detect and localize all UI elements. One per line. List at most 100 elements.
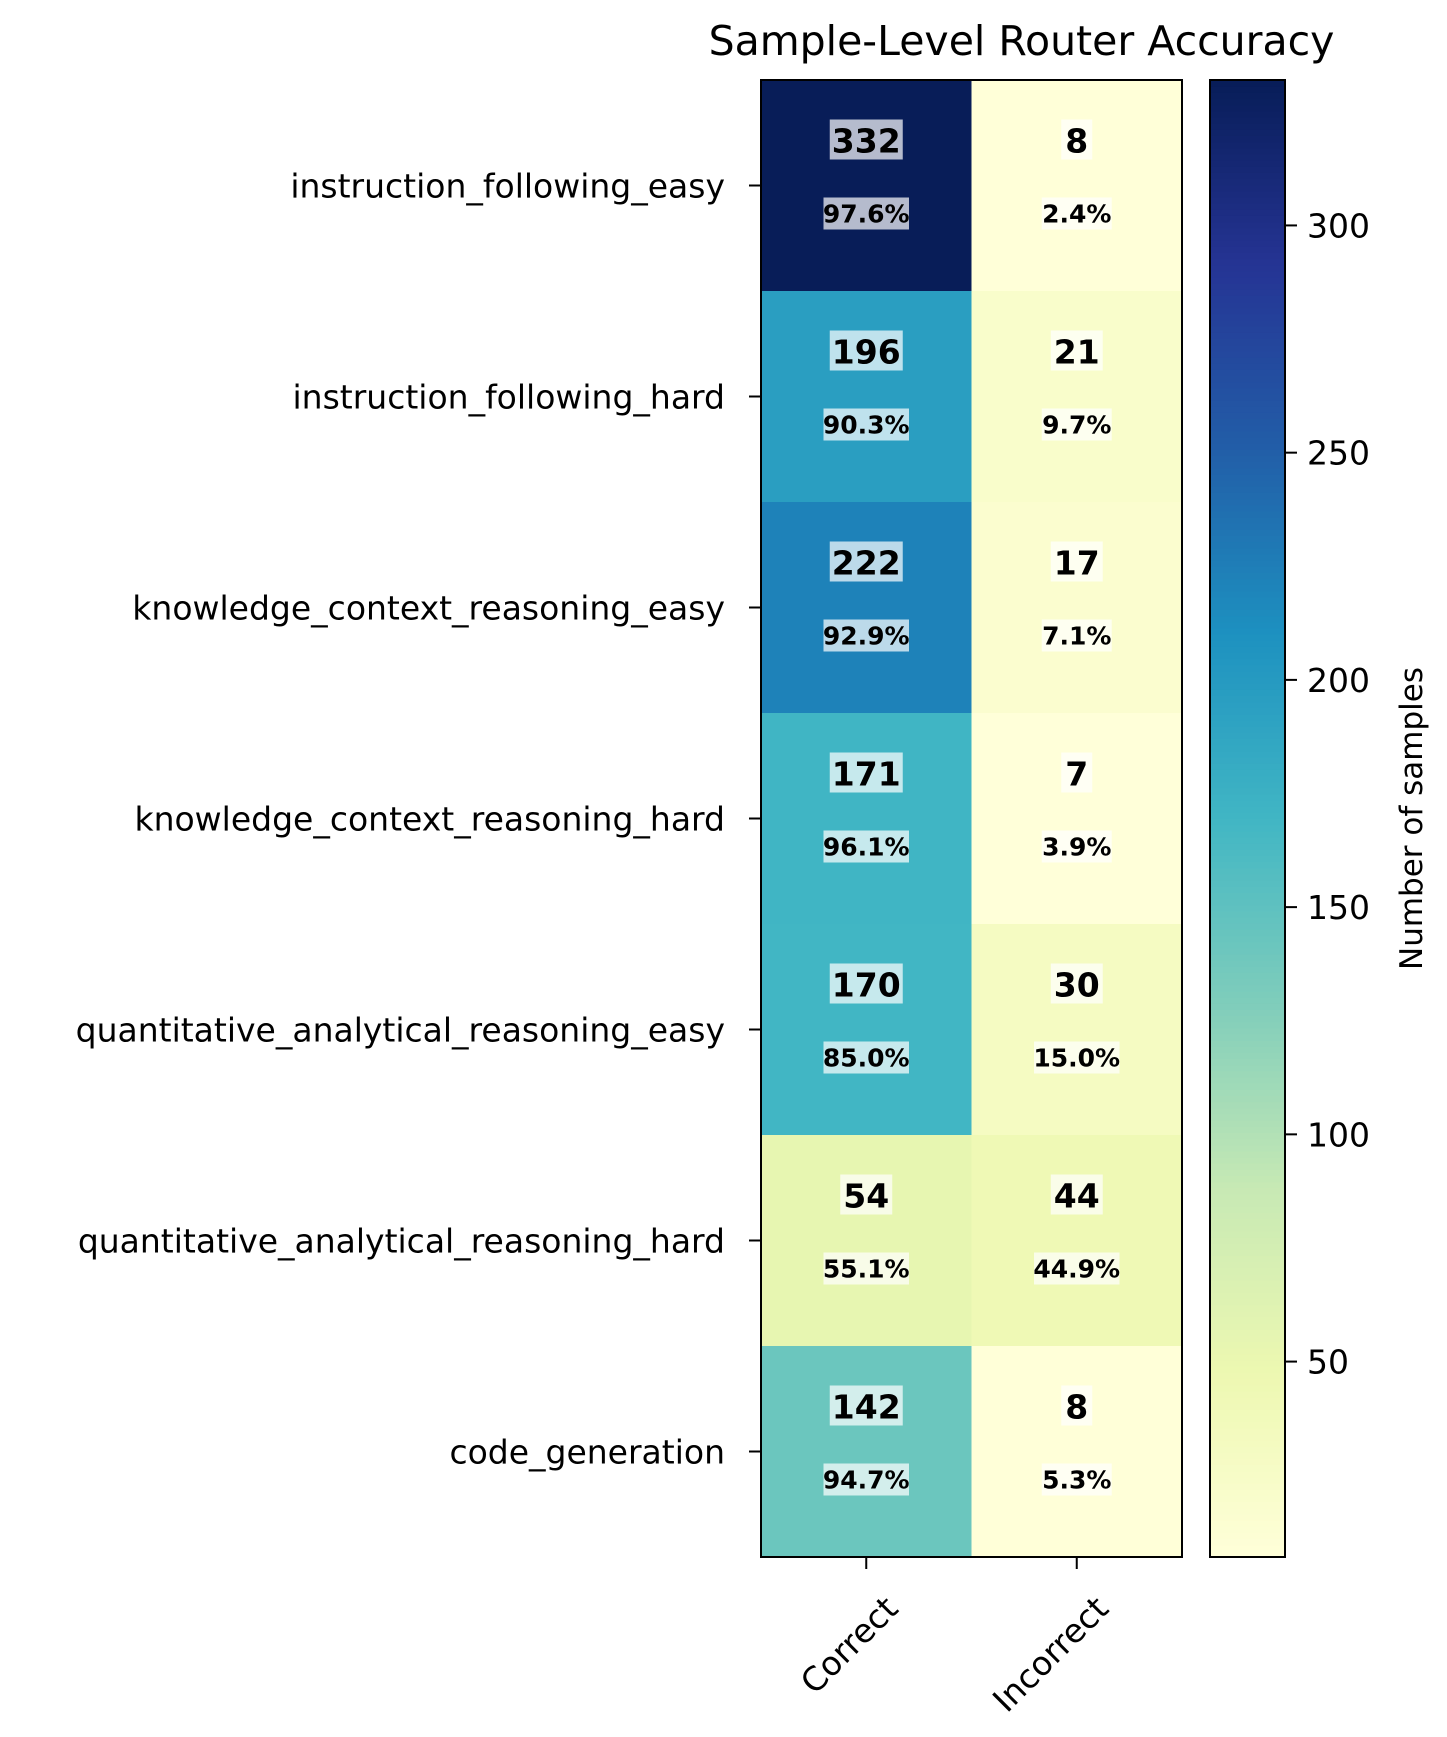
percent-label-box [1041,619,1112,652]
colorbar-segment [1210,947,1285,955]
colorbar-segment [1210,1267,1285,1275]
colorbar-segment [1210,289,1285,296]
colorbar-segment [1210,1027,1285,1035]
colorbar-segment [1210,1476,1285,1484]
percent-label-box [823,197,909,230]
colorbar-segment [1210,1193,1285,1201]
colorbar-segment [1210,1310,1285,1318]
colorbar-segment [1210,1427,1285,1435]
colorbar-segment [1210,350,1285,358]
colorbar-segment [1210,467,1285,475]
colorbar-segment [1210,178,1285,186]
heatmap-cell [971,80,1183,292]
colorbar-segment [1210,1033,1285,1041]
colorbar-segment [1210,621,1285,629]
colorbar-segment [1210,701,1285,709]
cell-count-label: 332 [832,122,901,161]
colorbar-segment [1210,375,1285,383]
colorbar-segment [1210,523,1285,530]
colorbar-segment [1210,535,1285,543]
colorbar-segment [1210,1495,1285,1503]
cell-count-label: 54 [843,1177,889,1216]
colorbar-segment [1210,763,1285,770]
colorbar-segment [1210,1470,1285,1478]
colorbar-segment [1210,812,1285,820]
colorbar-segment [1210,498,1285,506]
colorbar-segment [1210,1163,1285,1170]
colorbar-segment [1210,1138,1285,1146]
colorbar-segment [1210,252,1285,260]
colorbar-segment [1210,129,1285,136]
colorbar-segment [1210,572,1285,580]
count-label-box [1061,1385,1093,1426]
colorbar-segment [1210,1064,1285,1072]
count-label-box [829,1385,903,1426]
cell-count-label: 21 [1054,333,1100,372]
colorbar-segment [1210,1212,1285,1220]
colorbar-segment [1210,541,1285,549]
heatmap-cell [761,1346,972,1558]
colorbar-segment [1210,1070,1285,1078]
colorbar-segment [1210,787,1285,795]
count-label-box [829,963,903,1004]
heatmap-cell [761,924,972,1136]
colorbar-segment [1210,1286,1285,1293]
percent-label-box [823,1041,909,1074]
colorbar-segment [1210,516,1285,524]
colorbar-segment [1210,830,1285,838]
colorbar-segment [1210,664,1285,672]
colorbar-segment [1210,683,1285,690]
colorbar-segment [1210,652,1285,660]
y-tick-label: quantitative_analytical_reasoning_hard [78,1222,725,1261]
colorbar-segment [1210,972,1285,980]
colorbar-segment [1210,480,1285,487]
colorbar-segment [1210,935,1285,943]
colorbar-segment [1210,658,1285,666]
colorbar-segment [1210,627,1285,635]
colorbar-segment [1210,233,1285,241]
cell-annotations: 332 97.6% 8 2.4% 196 90.3% 21 9.7% 222 92.9% 17 7.1… [823,119,1120,1496]
colorbar-segment [1210,1347,1285,1355]
colorbar-tick-label: 250 [1307,434,1370,473]
colorbar-segment [1210,738,1285,746]
cell-percent-label: 55.1% [823,1255,910,1284]
cell-count-label: 7 [1065,755,1088,794]
colorbar-segment [1210,910,1285,918]
colorbar-tick-label: 150 [1307,888,1370,927]
colorbar-segment [1210,560,1285,567]
colorbar-segment [1210,873,1285,881]
colorbar-segment [1210,1126,1285,1133]
colorbar-segment [1210,1421,1285,1429]
percent-label-box [1034,1041,1120,1074]
colorbar-segment [1210,892,1285,900]
colorbar-segment [1210,313,1285,321]
colorbar-segment [1210,1483,1285,1490]
heatmap-cell [761,713,972,925]
colorbar-segment [1210,1261,1285,1269]
count-label-box [1050,330,1103,371]
colorbar-segment [1210,246,1285,253]
colorbar-segment [1210,886,1285,893]
colorbar-segment [1210,190,1285,198]
colorbar-segment [1210,793,1285,801]
cell-percent-label: 9.7% [1042,411,1111,440]
colorbar-segment [1210,1089,1285,1097]
colorbar-segment [1210,104,1285,112]
colorbar-segment [1210,1544,1285,1552]
chart-title: Sample-Level Router Accuracy [709,17,1335,65]
heatmap-axes: instruction_following_easy instruction_fo… [76,79,1183,1720]
colorbar-segment [1210,215,1285,223]
y-tick-label: code_generation [449,1433,725,1472]
colorbar-segment [1210,1440,1285,1447]
percent-label-box [1041,830,1112,863]
colorbar-segment [1210,1550,1285,1558]
colorbar-segment [1210,978,1285,986]
cell-count-label: 17 [1054,544,1100,583]
colorbar-segment [1210,1378,1285,1386]
percent-label-box [823,408,909,441]
heatmap-cell [761,1135,972,1347]
colorbar-segment [1210,966,1285,973]
colorbar-segment [1210,984,1285,992]
count-label-box [1050,541,1103,582]
